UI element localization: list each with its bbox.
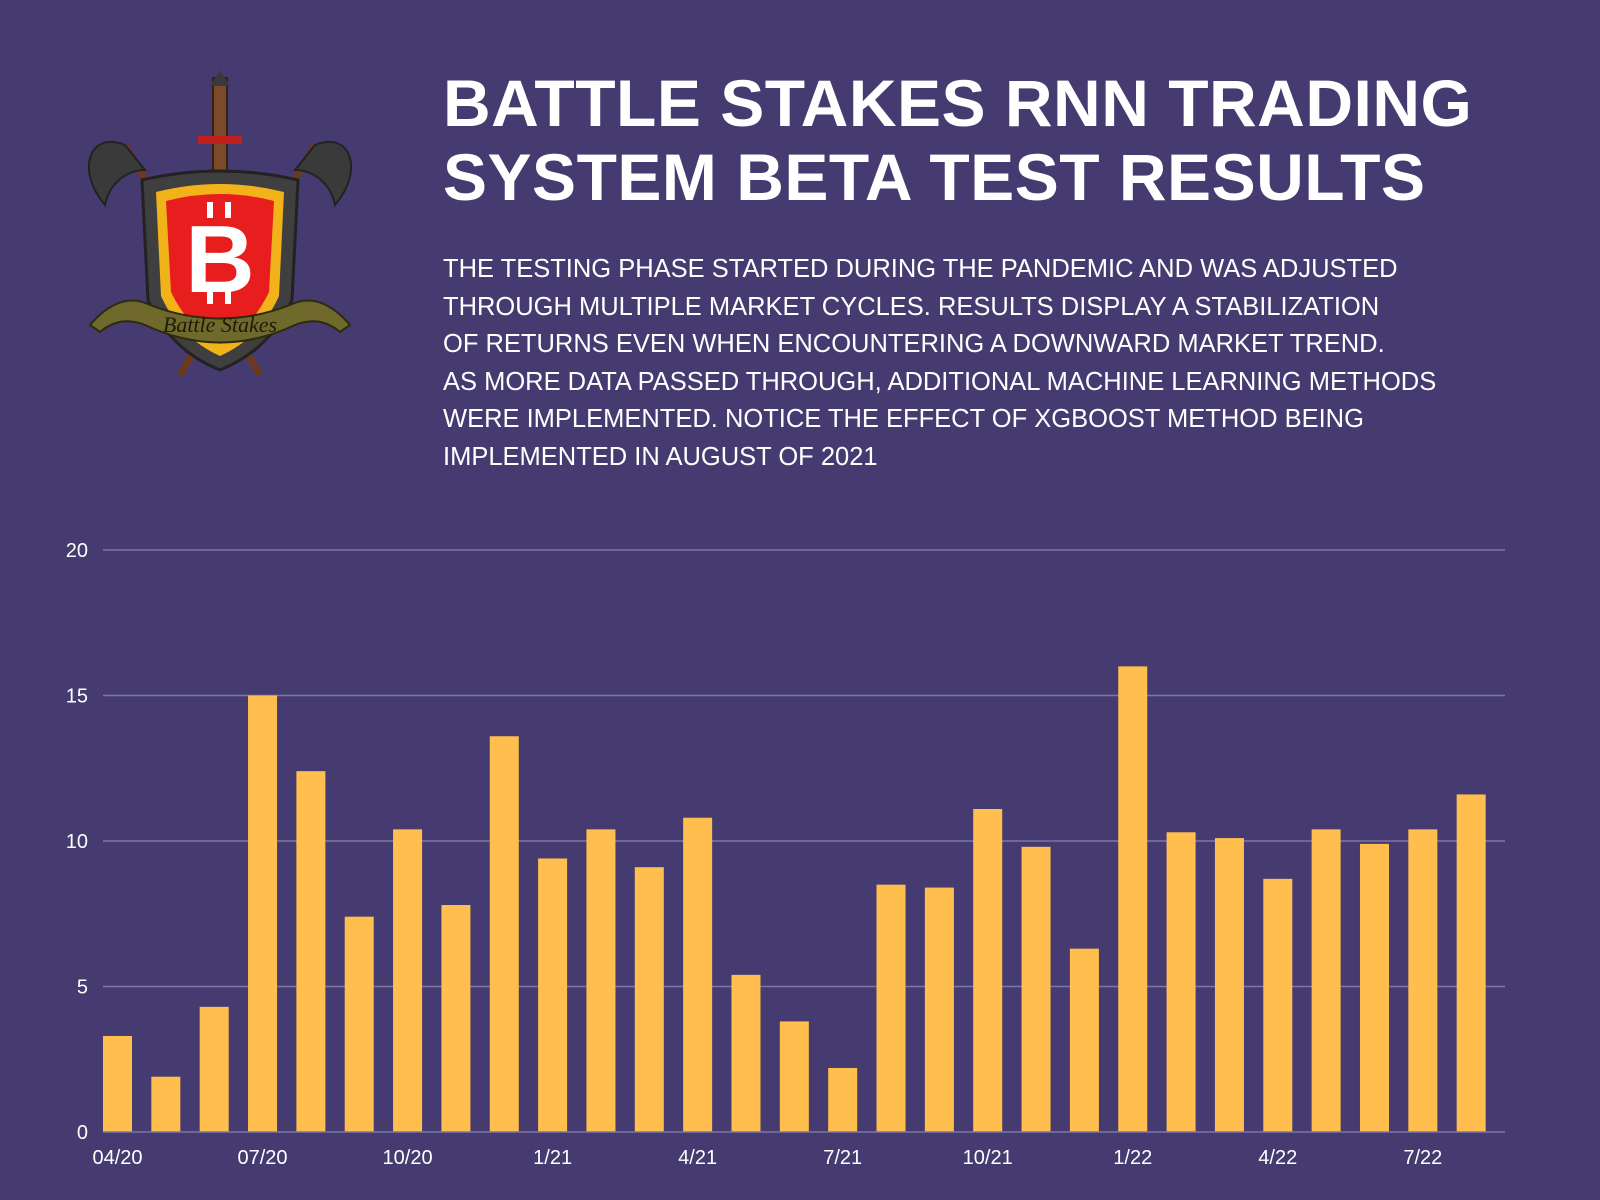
bar-04-20: [103, 1035, 133, 1132]
bar-08-20: [296, 771, 326, 1132]
x-tick-label: 07/20: [238, 1147, 288, 1169]
logo-banner: [88, 299, 352, 344]
y-tick-label: 10: [66, 831, 88, 853]
x-tick-label: 4/21: [678, 1147, 717, 1169]
battle-stakes-logo: B Battle Stakes: [88, 70, 352, 377]
x-tick-label: 04/20: [92, 1147, 142, 1169]
bar-10-21: [973, 808, 1003, 1132]
bar-9-21: [924, 887, 954, 1132]
bar-11-21: [1021, 846, 1051, 1132]
bar-7-21: [828, 1067, 858, 1132]
shield-face: [166, 194, 274, 344]
x-tick-label: 10/20: [383, 1147, 433, 1169]
bitcoin-icon: B: [185, 206, 254, 313]
description-line-4: AS MORE DATA PASSED THROUGH, ADDITIONAL …: [443, 367, 1437, 396]
bar-6-22: [1359, 843, 1389, 1132]
bar-3-21: [634, 867, 664, 1132]
title-line-1: BATTLE STAKES RNN TRADING: [443, 66, 1473, 140]
bar-2-21: [586, 829, 616, 1132]
y-tick-label: 5: [77, 977, 88, 999]
y-tick-label: 20: [66, 540, 88, 562]
bar-4-22: [1263, 878, 1293, 1132]
bar-11-20: [441, 905, 471, 1132]
sword-blade: [212, 77, 228, 179]
bar-3-22: [1214, 838, 1244, 1132]
axe-blade-right-icon: [292, 140, 352, 208]
bar-chart: 0 5 10 15 20 04/20 07/20 10/20 1/21 4/21 7/21 10/21…: [66, 540, 1505, 1169]
bar-8-22: [1456, 794, 1486, 1132]
y-tick-label: 15: [66, 686, 88, 708]
x-tick-label: 4/22: [1258, 1147, 1297, 1169]
axe-blade-left-icon: [88, 140, 148, 208]
description: THE TESTING PHASE STARTED DURING THE PAN…: [443, 251, 1563, 476]
bar-5-21: [731, 974, 761, 1132]
description-line-2: THROUGH MULTIPLE MARKET CYCLES. RESULTS …: [443, 292, 1380, 321]
x-tick-label: 10/21: [963, 1147, 1013, 1169]
sword-guard: [198, 136, 242, 144]
bar-06-20: [199, 1006, 229, 1132]
bar-6-21: [779, 1021, 809, 1132]
title-line-2: SYSTEM BETA TEST RESULTS: [443, 140, 1426, 214]
description-line-5: WERE IMPLEMENTED. NOTICE THE EFFECT OF X…: [443, 405, 1364, 433]
sword-tip: [210, 70, 230, 86]
x-tick-label: 7/21: [823, 1147, 862, 1169]
bar-7-22: [1408, 829, 1438, 1132]
bar-1-21: [538, 858, 568, 1132]
logo-banner-text: Battle Stakes: [163, 312, 277, 337]
bar-8-21: [876, 884, 906, 1132]
bar-07-20: [248, 695, 278, 1132]
bar-2-22: [1166, 832, 1196, 1132]
bar-1-22: [1118, 666, 1148, 1132]
description-line-1: THE TESTING PHASE STARTED DURING THE PAN…: [443, 255, 1398, 283]
description-line-3: OF RETURNS EVEN WHEN ENCOUNTERING A DOWN…: [443, 330, 1385, 358]
bar-12-20: [489, 736, 519, 1132]
bar-12-21: [1069, 948, 1099, 1132]
y-tick-label: 0: [77, 1122, 88, 1144]
bar-10-20: [393, 829, 423, 1132]
bar-5-22: [1311, 829, 1341, 1132]
bar-09-20: [344, 916, 374, 1132]
page-title: BATTLE STAKES RNN TRADING SYSTEM BETA TE…: [443, 66, 1563, 214]
x-tick-label: 1/22: [1113, 1147, 1152, 1169]
bar-4-21: [683, 817, 713, 1132]
x-tick-label: 1/21: [533, 1147, 572, 1169]
x-tick-label: 7/22: [1403, 1147, 1442, 1169]
bar-05-20: [151, 1076, 181, 1132]
description-line-6: IMPLEMENTED IN AUGUST OF 2021: [443, 442, 878, 471]
